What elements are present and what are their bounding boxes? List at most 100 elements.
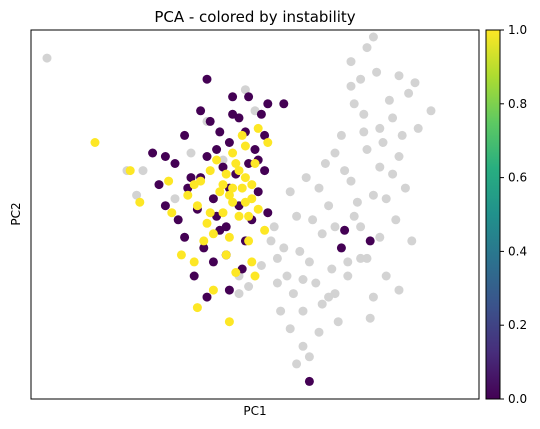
colorbar-tick-label-5: 1.0 — [508, 23, 527, 37]
point-missing-62 — [356, 222, 366, 232]
point-missing-64 — [327, 264, 337, 274]
point-missing-87 — [346, 81, 356, 91]
point-value-0-28 — [173, 215, 183, 225]
point-value-0-15 — [218, 162, 228, 172]
point-missing-69 — [279, 243, 289, 253]
colorbar-ticks: 0.0 0.2 0.4 0.6 0.8 1.0 — [500, 23, 527, 406]
point-value-1-1 — [125, 166, 135, 176]
point-value-1-33 — [247, 257, 257, 267]
point-value-0-10 — [244, 92, 254, 102]
point-value-0-33 — [260, 166, 270, 176]
point-value-0-52 — [212, 145, 222, 154]
point-missing-43 — [388, 169, 398, 179]
point-value-1-42 — [234, 166, 244, 176]
colorbar — [485, 29, 501, 400]
point-value-0-11 — [256, 109, 266, 119]
point-missing-40 — [330, 148, 340, 158]
colorbar-tick-label-1: 0.2 — [508, 318, 527, 332]
point-missing-17 — [298, 306, 308, 316]
point-value-0-34 — [205, 116, 215, 126]
point-value-0-7 — [202, 152, 212, 161]
point-missing-16 — [288, 289, 298, 299]
point-missing-54 — [317, 229, 327, 239]
point-value-0-50 — [304, 376, 314, 386]
point-value-1-28 — [199, 236, 209, 246]
point-value-1-18 — [240, 141, 250, 151]
point-value-0-26 — [160, 201, 170, 211]
colorbar-tick-label-4: 0.8 — [508, 97, 527, 111]
point-missing-82 — [285, 187, 295, 197]
point-value-1-17 — [212, 155, 222, 165]
y-axis-label: PC2 — [9, 202, 23, 225]
point-missing-66 — [349, 99, 359, 109]
point-missing-9 — [240, 85, 250, 95]
point-missing-52 — [362, 253, 372, 263]
point-value-1-39 — [176, 250, 186, 260]
point-value-0-2 — [180, 130, 190, 140]
plot-frame — [30, 29, 480, 400]
point-missing-28 — [362, 43, 372, 53]
point-missing-25 — [343, 271, 353, 281]
point-missing-5 — [186, 148, 196, 158]
point-missing-18 — [285, 324, 295, 334]
point-value-1-20 — [253, 123, 263, 133]
point-value-1-0 — [90, 138, 100, 147]
point-missing-59 — [394, 285, 404, 295]
point-missing-80 — [375, 162, 385, 172]
point-missing-85 — [397, 130, 407, 140]
point-value-1-47 — [253, 204, 263, 214]
point-value-0-6 — [186, 173, 196, 183]
point-value-1-34 — [250, 271, 260, 281]
point-value-1-48 — [228, 148, 238, 158]
point-value-0-8 — [215, 127, 225, 137]
scatter-points — [42, 32, 436, 386]
point-missing-45 — [330, 222, 340, 232]
point-value-0-49 — [365, 236, 375, 246]
point-value-0-47 — [340, 225, 350, 235]
point-value-1-13 — [234, 211, 244, 221]
point-missing-90 — [298, 275, 308, 284]
point-missing-4 — [170, 194, 180, 204]
point-missing-37 — [388, 113, 398, 123]
point-missing-61 — [340, 166, 350, 176]
point-value-1-8 — [215, 187, 225, 197]
point-missing-73 — [365, 313, 375, 323]
point-missing-57 — [381, 271, 391, 281]
point-missing-41 — [346, 176, 356, 186]
point-missing-51 — [400, 183, 410, 193]
point-value-1-22 — [237, 130, 247, 140]
point-missing-44 — [362, 145, 372, 154]
point-missing-7 — [218, 155, 228, 165]
point-missing-60 — [368, 292, 378, 302]
point-value-1-5 — [183, 190, 193, 200]
point-missing-50 — [394, 152, 404, 161]
point-missing-78 — [343, 257, 353, 267]
chart-title: PCA - colored by instability — [154, 8, 355, 26]
point-missing-29 — [346, 57, 356, 67]
point-value-1-16 — [192, 201, 202, 211]
point-missing-33 — [404, 88, 414, 98]
point-value-0-21 — [199, 243, 209, 253]
point-value-0-22 — [208, 257, 218, 267]
point-missing-58 — [407, 236, 417, 246]
point-missing-23 — [317, 299, 327, 309]
point-value-0-48 — [336, 243, 346, 253]
point-missing-83 — [359, 127, 369, 137]
point-value-1-11 — [250, 159, 260, 168]
point-missing-86 — [324, 292, 334, 302]
point-value-1-26 — [260, 225, 270, 235]
point-missing-81 — [269, 222, 279, 232]
point-value-1-35 — [221, 250, 231, 260]
point-missing-31 — [372, 67, 382, 77]
point-missing-39 — [336, 130, 346, 140]
point-value-1-9 — [228, 183, 238, 193]
point-value-1-44 — [218, 180, 228, 190]
point-missing-67 — [320, 159, 330, 168]
point-value-0-32 — [263, 208, 273, 218]
point-value-0-0 — [202, 74, 212, 84]
point-value-0-41 — [224, 285, 234, 295]
point-missing-35 — [426, 106, 436, 116]
point-value-1-31 — [189, 257, 199, 267]
point-value-1-38 — [224, 317, 234, 327]
